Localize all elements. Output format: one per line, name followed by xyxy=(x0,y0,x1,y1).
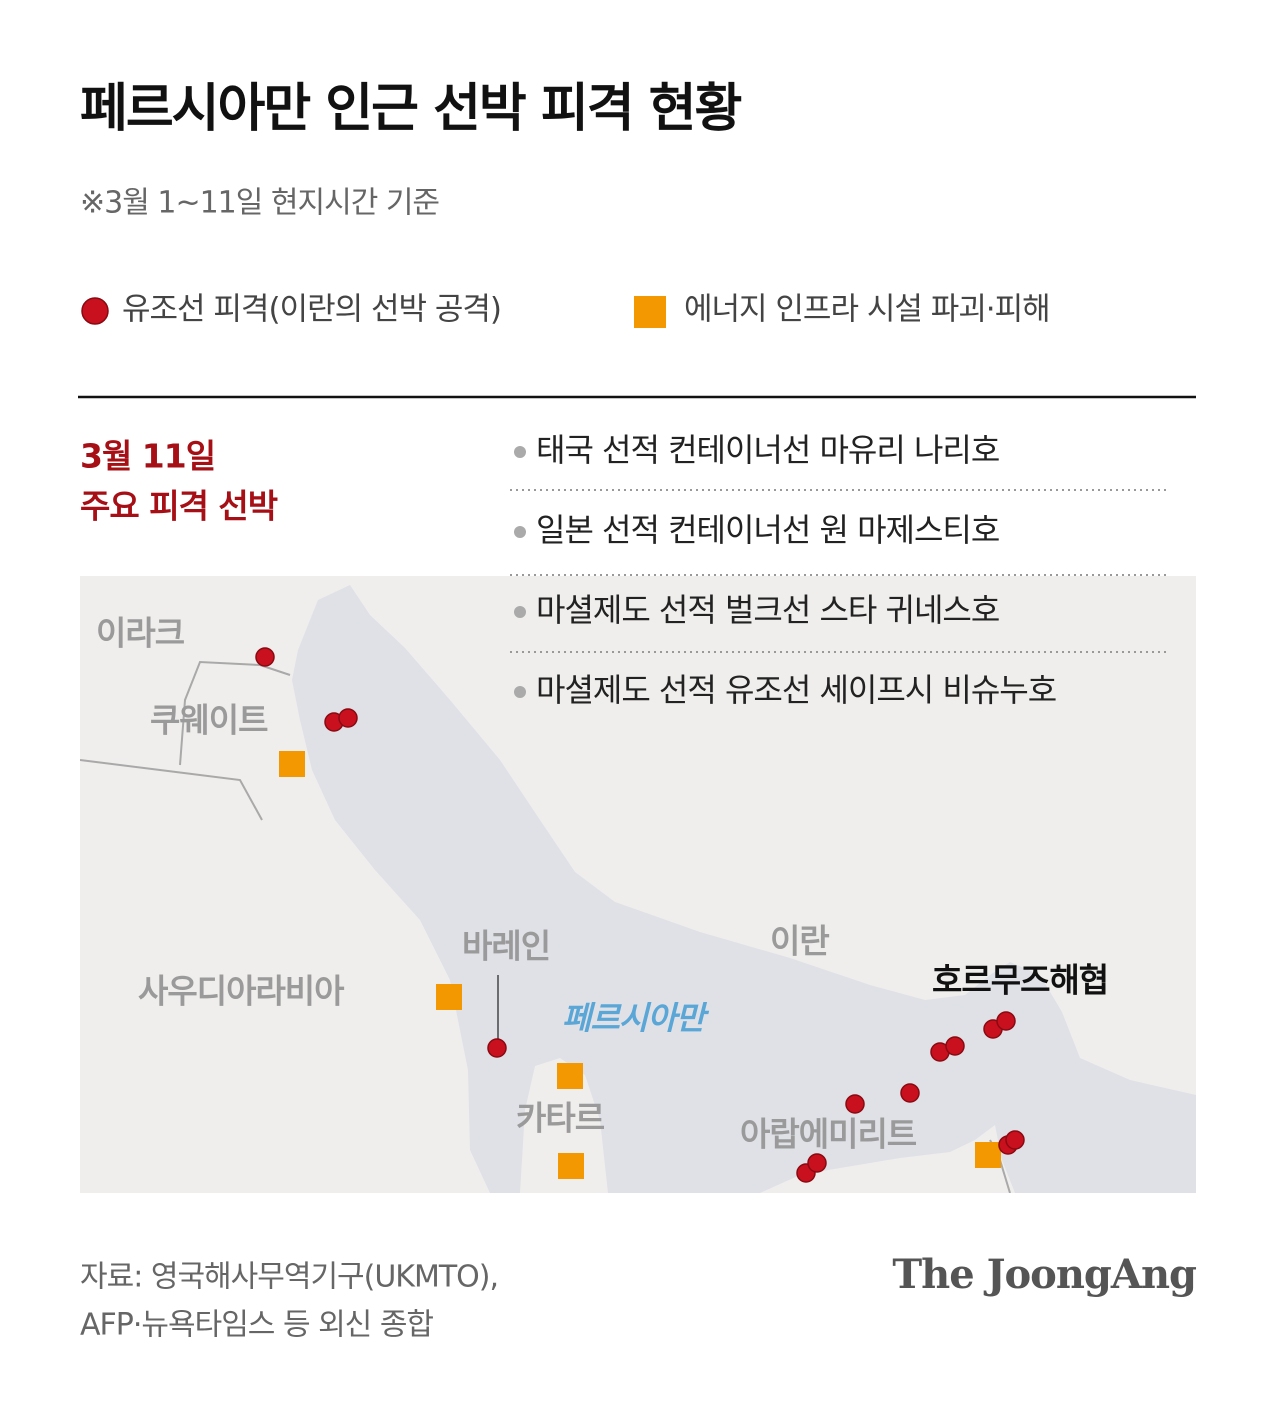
infrastructure-marker xyxy=(975,1142,1001,1168)
attack-marker xyxy=(807,1153,827,1173)
bullet xyxy=(514,606,526,618)
country-label: 쿠웨이트 xyxy=(150,701,268,740)
ship-item: 마셜제도 선적 벌크선 스타 귀네스호 xyxy=(536,591,999,629)
subtitle: ※3월 1~11일 현지시간 기준 xyxy=(80,186,439,221)
highlight-heading: 주요 피격 선박 xyxy=(80,487,278,526)
source: AFP·뉴욕타임스 등 외신 종합 xyxy=(80,1308,433,1343)
attack-marker xyxy=(338,708,358,728)
infrastructure-marker xyxy=(436,984,462,1010)
attack-marker xyxy=(996,1011,1016,1031)
country-label: 아랍에미리트 xyxy=(740,1115,917,1154)
bullet xyxy=(514,526,526,538)
attack-marker xyxy=(845,1094,865,1114)
attack-marker xyxy=(900,1083,920,1103)
legend-dot-icon xyxy=(81,297,109,325)
country-label: 카타르 xyxy=(516,1099,605,1138)
border xyxy=(179,660,291,766)
ship-item: 일본 선적 컨테이너선 원 마제스티호 xyxy=(536,511,999,549)
infrastructure-marker xyxy=(558,1153,584,1179)
attack-marker xyxy=(255,647,275,667)
attack-marker xyxy=(945,1036,965,1056)
title: 페르시아만 인근 선박 피격 현황 xyxy=(80,79,741,139)
source: 자료: 영국해사무역기구(UKMTO), xyxy=(80,1260,498,1295)
infrastructure-marker xyxy=(557,1063,583,1089)
strait-label: 호르무즈해협 xyxy=(932,961,1108,1000)
legend-square-icon xyxy=(634,296,666,328)
persian-gulf-water xyxy=(292,585,1196,1193)
legend-label: 에너지 인프라 시설 파괴·피해 xyxy=(684,292,1050,328)
legend-label: 유조선 피격(이란의 선박 공격) xyxy=(122,292,501,328)
ship-item: 태국 선적 컨테이너선 마유리 나리호 xyxy=(536,431,999,469)
attack-markers xyxy=(255,647,1025,1183)
country-label: 이란 xyxy=(770,922,829,961)
highlight-heading: 3월 11일 xyxy=(80,437,215,476)
map: 이라크 쿠웨이트 사우디아라비아 바레인 이란 카타르 아랍에미리트 페르시아만… xyxy=(80,576,1196,1193)
ship-item: 마셜제도 선적 유조선 세이프시 비슈누호 xyxy=(536,671,1056,709)
sea-label: 페르시아만 xyxy=(562,999,710,1037)
country-label: 바레인 xyxy=(462,927,550,966)
country-label: 사우디아라비아 xyxy=(138,972,345,1011)
brand: The JoongAng xyxy=(892,1251,1197,1298)
bullet xyxy=(514,446,526,458)
border xyxy=(80,759,263,821)
attack-marker xyxy=(487,1038,507,1058)
attack-marker xyxy=(1005,1130,1025,1150)
bullet xyxy=(514,686,526,698)
infrastructure-markers xyxy=(279,751,1001,1179)
infrastructure-marker xyxy=(279,751,305,777)
country-label: 이라크 xyxy=(96,614,185,653)
